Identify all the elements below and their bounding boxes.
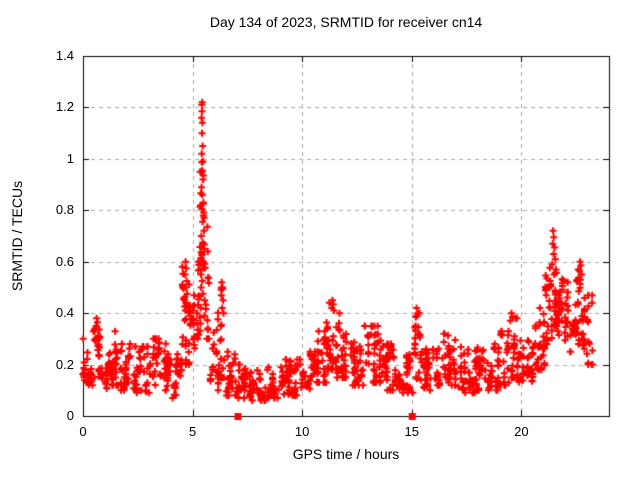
x-tick-label: 0 <box>79 424 87 439</box>
x-tick-label: 5 <box>188 424 197 439</box>
y-tick-label: 1.2 <box>55 99 74 115</box>
x-tick-label: 20 <box>514 424 529 439</box>
y-axis-label: SRMTID / TECUs <box>9 180 25 292</box>
y-tick-label: 1 <box>66 150 74 166</box>
x-tick-label: 10 <box>294 424 310 439</box>
y-tick-label: 0.4 <box>55 305 74 321</box>
chart-title: Day 134 of 2023, SRMTID for receiver cn1… <box>209 14 483 30</box>
y-tick-label: 0.6 <box>55 253 74 269</box>
y-tick-label: 1.4 <box>55 48 74 63</box>
y-tick-label: 0.2 <box>55 356 74 372</box>
x-tick-label: 15 <box>404 424 419 439</box>
y-tick-label: 0.8 <box>55 202 74 218</box>
y-tick-label: 0 <box>66 408 74 423</box>
x-axis-label: GPS time / hours <box>292 446 400 462</box>
